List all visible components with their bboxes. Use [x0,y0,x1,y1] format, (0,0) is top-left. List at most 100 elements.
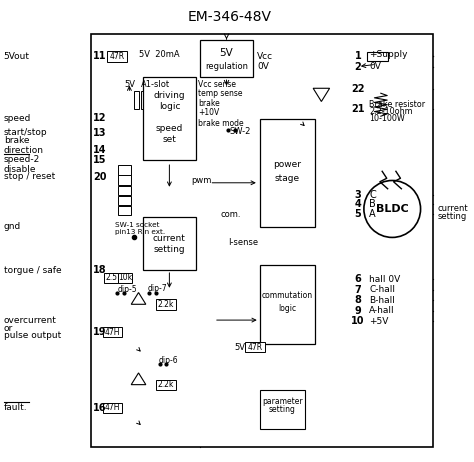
Text: EM-346-48V: EM-346-48V [188,11,272,24]
Text: 18: 18 [93,265,107,275]
Text: SW-1 socket: SW-1 socket [115,223,159,229]
Text: overcurrent: overcurrent [4,316,56,325]
Text: I-sense: I-sense [228,238,258,247]
Polygon shape [131,373,146,385]
Bar [134,91,138,109]
Text: 11: 11 [93,51,107,61]
Text: speed-2: speed-2 [4,155,40,164]
Text: torgue / safe: torgue / safe [4,266,61,274]
Text: speed: speed [4,114,31,123]
Polygon shape [313,88,329,102]
Text: setting: setting [438,212,467,221]
Bar [118,195,131,205]
Text: 5V: 5V [125,80,136,90]
Bar [246,342,264,352]
Bar [260,390,305,429]
Text: stage: stage [274,174,300,183]
Text: 47H: 47H [105,328,120,336]
Text: 6: 6 [355,274,361,284]
Bar [104,273,118,283]
Text: brake mode: brake mode [198,119,244,128]
Bar [103,327,122,337]
Bar [108,51,127,61]
Text: Brake resistor: Brake resistor [369,100,426,109]
Text: 47H: 47H [105,403,120,412]
Text: pwm: pwm [191,176,211,185]
Text: 3: 3 [355,190,361,200]
Text: 12: 12 [93,114,107,123]
Text: brake: brake [4,135,29,145]
Text: current: current [153,234,186,243]
Text: set: set [163,134,176,144]
Text: 1: 1 [355,51,361,61]
Text: 10-100W: 10-100W [369,114,405,123]
Bar [118,186,131,195]
Text: temp sense: temp sense [198,89,243,98]
Text: A1-slot: A1-slot [141,80,170,90]
Bar [103,403,122,413]
Text: 5Vout: 5Vout [4,52,30,61]
Text: setting: setting [269,405,296,414]
Text: hall 0V: hall 0V [369,275,401,284]
Bar [118,165,131,175]
Bar [91,34,433,447]
Text: 0V: 0V [369,62,381,71]
Text: 9: 9 [355,306,361,316]
Text: commutation: commutation [262,291,313,300]
Polygon shape [131,292,146,304]
Text: 5V: 5V [219,49,233,58]
Text: 7: 7 [355,285,361,295]
Text: dip-7: dip-7 [148,284,167,293]
Text: 14: 14 [93,145,107,155]
Text: +10V: +10V [198,109,219,117]
Text: logic: logic [278,304,296,313]
Text: dip-5: dip-5 [118,285,137,294]
Text: dip-6: dip-6 [159,356,179,365]
Text: regulation: regulation [205,61,248,71]
Text: 21: 21 [351,104,365,114]
Text: 20: 20 [93,172,107,182]
Text: +Supply: +Supply [369,50,408,59]
Bar [141,91,146,109]
Bar [118,176,131,185]
Bar [156,299,175,310]
Bar [260,119,315,227]
Text: 5V: 5V [235,343,246,352]
Text: 0V: 0V [257,62,269,71]
Text: start/stop: start/stop [4,128,47,137]
Text: or: or [4,324,13,333]
Text: SW-2: SW-2 [230,128,251,136]
Text: BLDC: BLDC [376,204,409,214]
Bar [367,52,388,61]
Text: setting: setting [154,245,185,255]
Text: logic: logic [159,102,180,110]
Bar [200,40,253,77]
Bar [156,380,175,390]
Text: B-hall: B-hall [369,296,395,305]
Text: pin13 Rin ext.: pin13 Rin ext. [115,229,165,235]
Text: 47R: 47R [109,52,125,61]
Bar [143,217,196,270]
Bar [118,273,132,283]
Text: B: B [369,200,376,209]
Text: 47R: 47R [247,343,263,352]
Text: com.: com. [221,210,241,219]
Bar [260,266,315,344]
Bar [118,206,131,215]
Text: Vcc sense: Vcc sense [198,79,236,89]
Text: +5V: +5V [369,317,389,326]
Text: 22: 22 [351,84,365,94]
Bar [148,91,152,109]
Text: 16: 16 [93,403,107,413]
Text: A-hall: A-hall [369,306,395,316]
Text: Vcc: Vcc [257,52,273,61]
Text: 2.2-10ohm: 2.2-10ohm [369,107,413,116]
Text: driving: driving [154,91,185,100]
Text: current: current [438,205,469,213]
Text: 5: 5 [355,208,361,219]
Text: 2.2k: 2.2k [158,380,174,389]
Text: fault.: fault. [4,403,27,412]
Text: 2.5: 2.5 [105,274,117,282]
Text: stop / reset: stop / reset [4,172,55,181]
Text: brake: brake [198,99,220,108]
